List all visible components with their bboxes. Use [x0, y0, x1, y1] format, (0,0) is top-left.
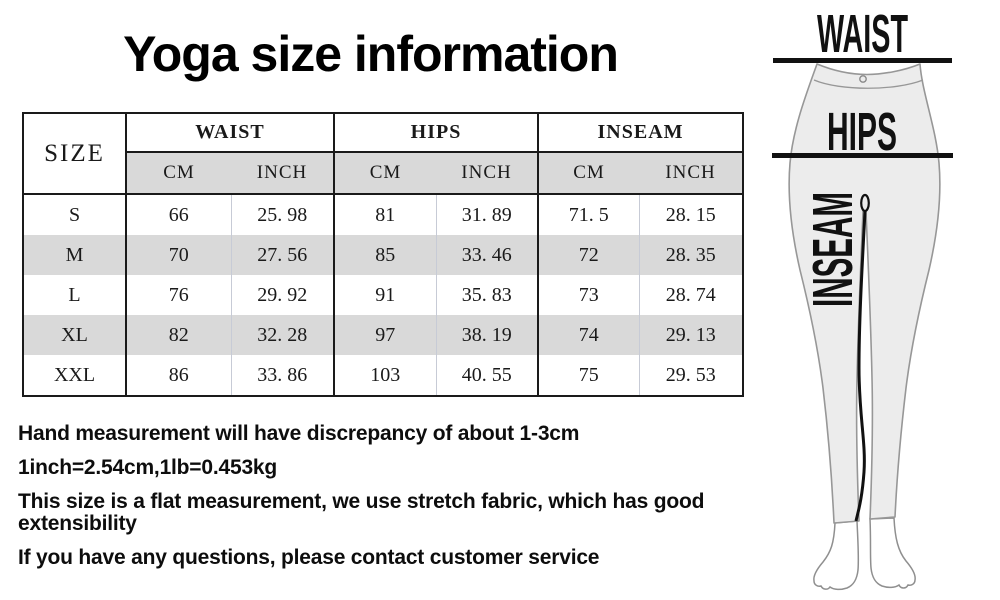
waist-cm-cell: 66: [125, 193, 231, 235]
hips-cm-cell: 97: [333, 315, 437, 355]
inseam-cm-cell: 75: [537, 355, 640, 396]
table-row: M 70 27. 56 85 33. 46 72 28. 35: [23, 235, 744, 275]
size-cell: XXL: [23, 355, 127, 396]
waist-inch-cell: 25. 98: [230, 193, 335, 235]
table-unit-header-row: CM INCH CM INCH CM INCH: [23, 152, 744, 194]
note-line: If you have any questions, please contac…: [18, 546, 600, 569]
waist-cm-cell: 70: [125, 235, 231, 275]
waist-inch-cell: 27. 56: [230, 235, 335, 275]
waist-inch-cell: 32. 28: [230, 315, 335, 355]
hips-cm-cell: 91: [333, 275, 437, 315]
inseam-cm-cell: 71. 5: [537, 193, 640, 235]
table-row: XXL 86 33. 86 103 40. 55 75 29. 53: [23, 355, 744, 396]
inseam-inch-cell: 28. 15: [638, 193, 744, 235]
waist-inch-cell: 33. 86: [230, 355, 335, 396]
leggings-measurement-figure: WAIST HIPS INSEAM: [772, 4, 953, 591]
size-cell: M: [23, 235, 127, 275]
inseam-measure-line: [854, 210, 867, 522]
waist-cm-cell: 86: [125, 355, 231, 396]
table-group-header-row: SIZE WAIST HIPS INSEAM: [23, 113, 744, 194]
waistband-seam: [813, 79, 924, 89]
page-title: Yoga size information: [123, 26, 619, 82]
inseam-cm-cell: 73: [537, 275, 640, 315]
inseam-inch-header: INCH: [639, 152, 744, 194]
hips-cm-cell: 81: [333, 193, 437, 235]
inseam-inch-cell: 29. 53: [638, 355, 744, 396]
size-cell: L: [23, 275, 127, 315]
inseam-cm-cell: 72: [537, 235, 640, 275]
hips-inch-cell: 33. 46: [435, 235, 539, 275]
inseam-inch-cell: 28. 74: [638, 275, 744, 315]
note-line: Hand measurement will have discrepancy o…: [18, 422, 580, 445]
size-column-header: SIZE: [23, 113, 127, 194]
note-line: 1inch=2.54cm,1lb=0.453kg: [18, 456, 278, 479]
table-row: XL 82 32. 28 97 38. 19 74 29. 13: [23, 315, 744, 355]
size-table: SIZE WAIST HIPS INSEAM CM INCH CM INCH C…: [22, 112, 745, 397]
inseam-inch-cell: 29. 13: [638, 315, 744, 355]
table-row: S 66 25. 98 81 31. 89 71. 5 28. 15: [23, 193, 744, 235]
waist-cm-cell: 82: [125, 315, 231, 355]
inseam-inch-cell: 28. 35: [638, 235, 744, 275]
hips-cm-cell: 103: [333, 355, 437, 396]
hips-inch-cell: 31. 89: [435, 193, 539, 235]
waist-inch-header: INCH: [231, 152, 335, 194]
table-row: L 76 29. 92 91 35. 83 73 28. 74: [23, 275, 744, 315]
note-line: This size is a flat measurement, we use …: [18, 490, 705, 535]
hips-cm-cell: 85: [333, 235, 437, 275]
size-cell: S: [23, 193, 127, 235]
hips-group-header: HIPS: [333, 113, 539, 153]
inseam-cm-header: CM: [537, 152, 640, 194]
hips-inch-cell: 35. 83: [435, 275, 539, 315]
hips-inch-header: INCH: [436, 152, 539, 194]
hips-figure-label: HIPS: [827, 102, 897, 162]
waist-cm-cell: 76: [125, 275, 231, 315]
size-cell: XL: [23, 315, 127, 355]
inseam-group-header: INSEAM: [537, 113, 744, 153]
hips-inch-cell: 38. 19: [435, 315, 539, 355]
waist-group-header: WAIST: [124, 113, 335, 153]
left-foot: [813, 520, 860, 591]
notes-block: Hand measurement will have discrepancy o…: [18, 423, 778, 581]
waistband-button-dot: [859, 75, 867, 83]
inseam-figure-label: INSEAM: [801, 192, 865, 307]
waist-cm-header: CM: [125, 152, 231, 194]
hips-inch-cell: 40. 55: [435, 355, 539, 396]
waist-inch-cell: 29. 92: [230, 275, 335, 315]
waist-figure-label: WAIST: [817, 4, 908, 64]
right-foot: [869, 517, 916, 589]
hips-cm-header: CM: [333, 152, 437, 194]
inseam-cm-cell: 74: [537, 315, 640, 355]
